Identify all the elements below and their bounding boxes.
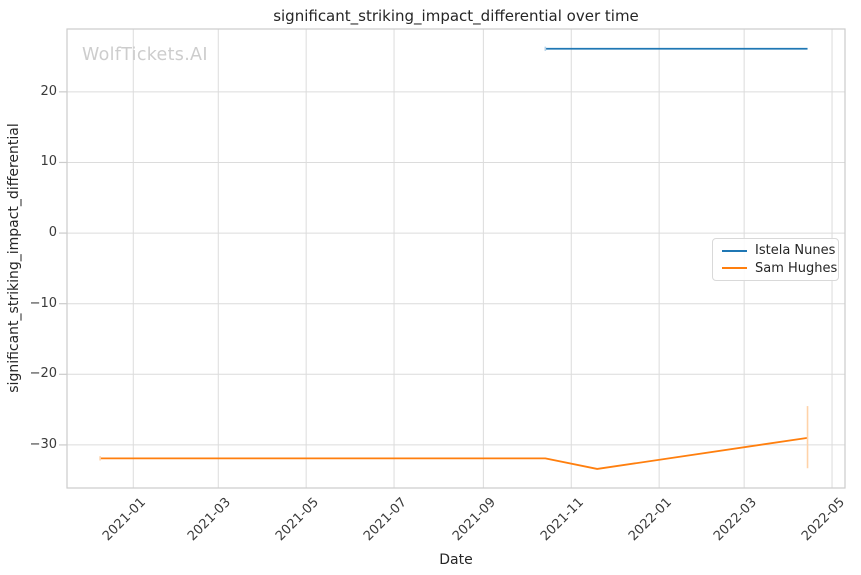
series-line-sam-hughes (100, 436, 808, 470)
chart-title: significant_striking_impact_differential… (273, 7, 639, 25)
legend-item-istela-nunes: Istela Nunes (722, 243, 835, 259)
legend-label: Istela Nunes (755, 243, 836, 259)
legend-line-sample-orange (722, 267, 747, 270)
x-axis-label: Date (439, 552, 473, 568)
legend-line-sample-blue (722, 249, 747, 252)
watermark: WolfTickets.AI (82, 45, 208, 65)
legend-label: Sam Hughes (755, 260, 838, 276)
y-axis-label: significant_striking_impact_differential (6, 123, 22, 393)
legend: Istela Nunes Sam Hughes (712, 238, 839, 281)
plot-border (66, 28, 846, 489)
legend-item-sam-hughes: Sam Hughes (722, 261, 837, 277)
